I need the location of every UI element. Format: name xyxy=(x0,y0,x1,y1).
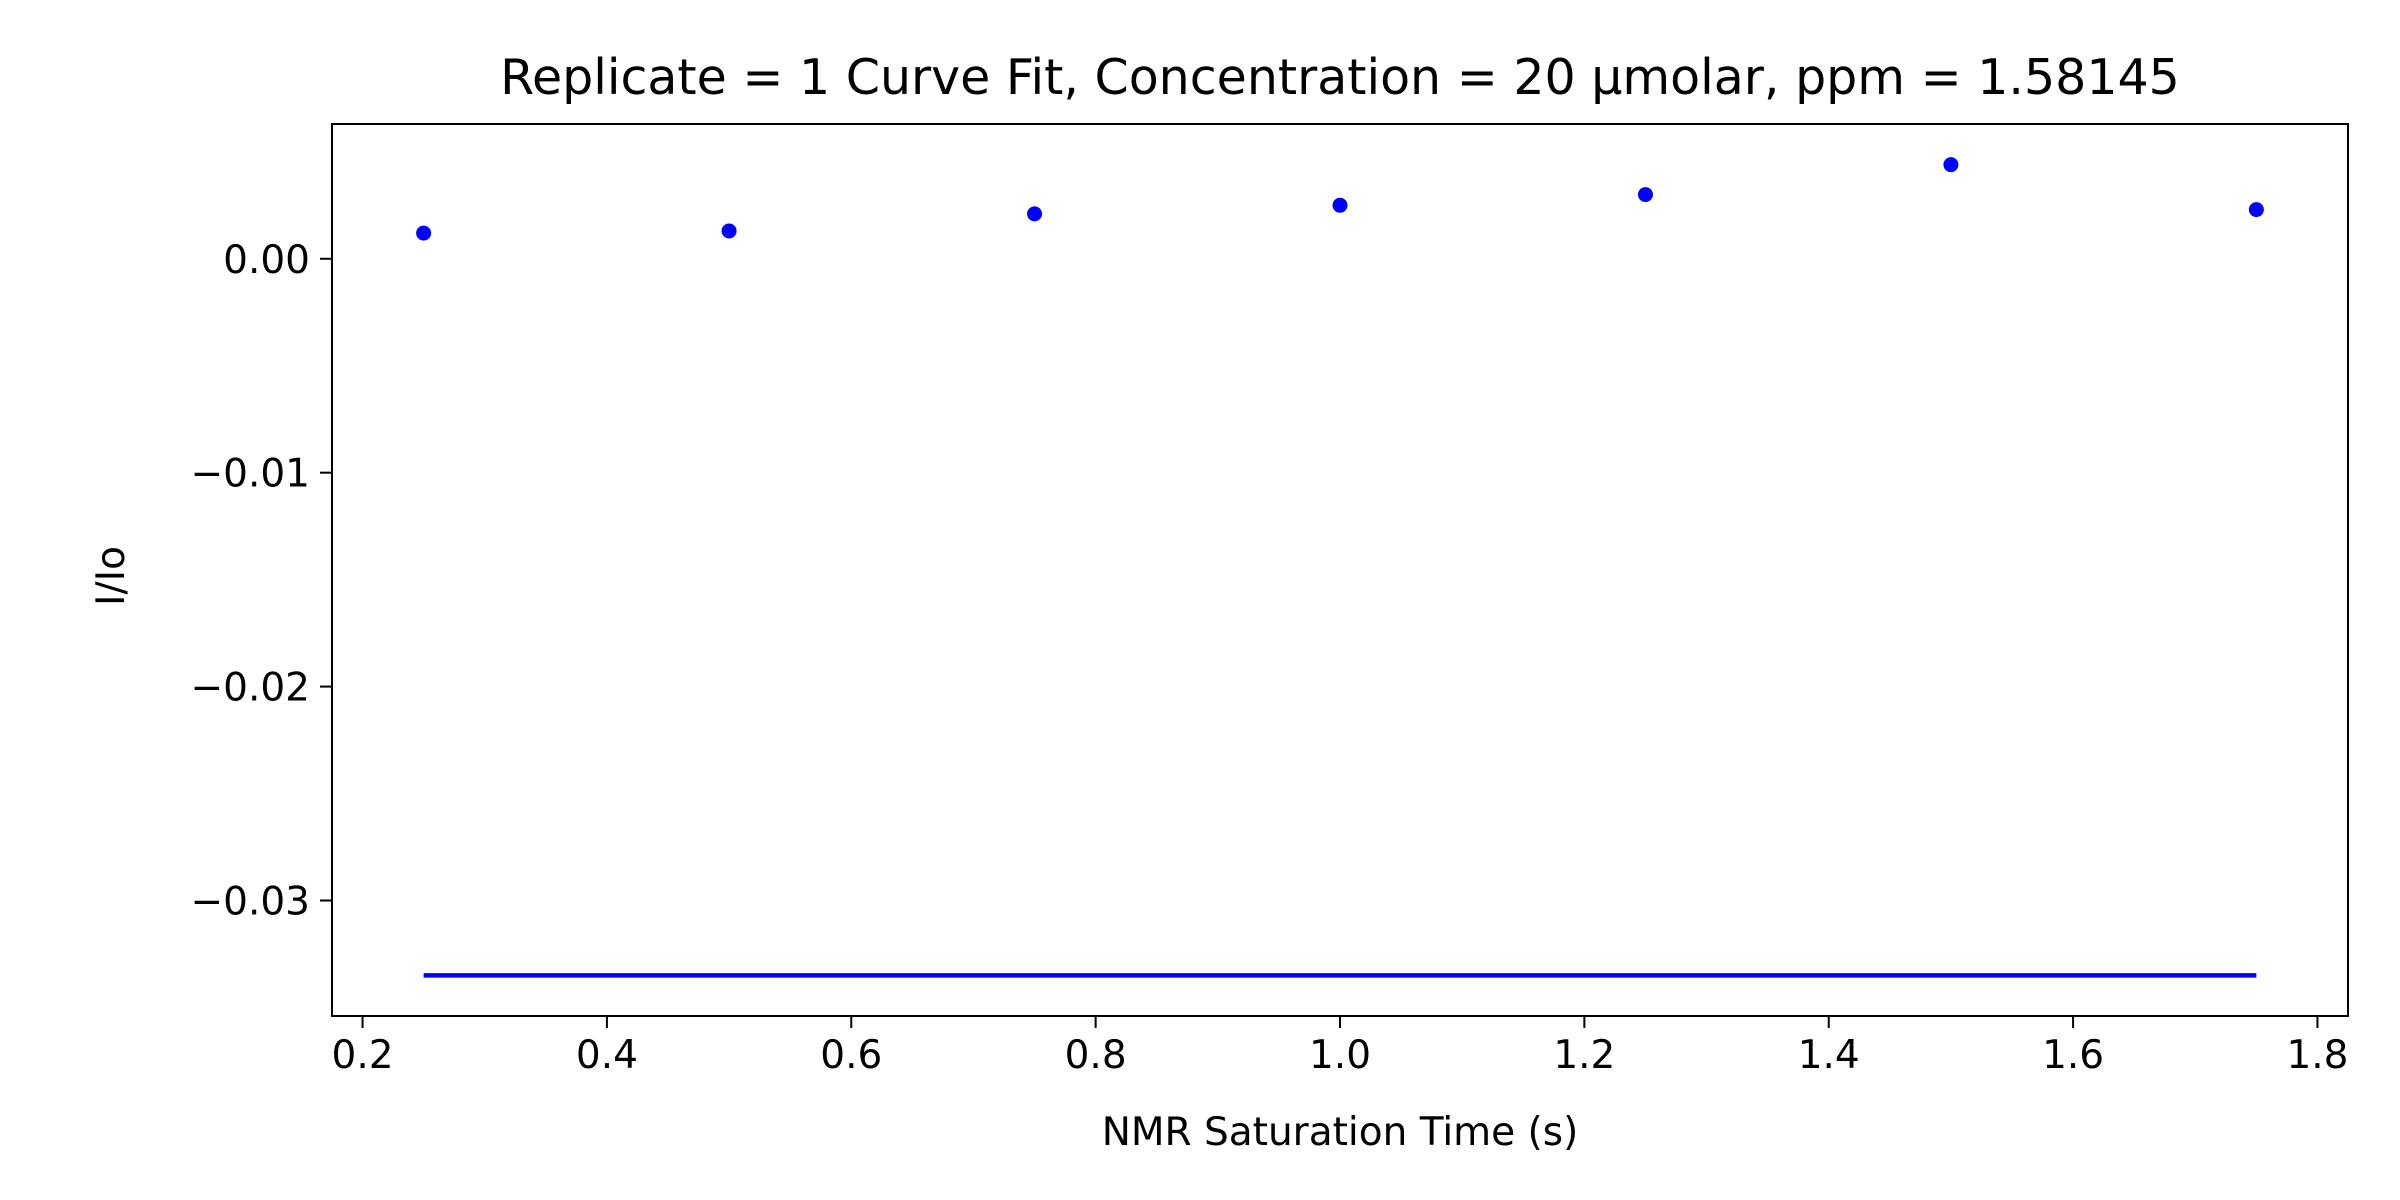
data-point xyxy=(1332,197,1348,213)
data-point xyxy=(1637,187,1653,203)
x-tick-label: 0.4 xyxy=(576,1033,638,1078)
x-axis-label: NMR Saturation Time (s) xyxy=(1102,1110,1579,1155)
data-point xyxy=(2248,202,2264,218)
x-axis: 0.2 0.4 0.6 0.8 1.0 1.2 1.4 1.6 1.8 xyxy=(332,1016,2348,1078)
chart-title: Replicate = 1 Curve Fit, Concentration =… xyxy=(500,49,2180,106)
y-tick-label: −0.03 xyxy=(190,879,310,924)
y-tick-label: −0.01 xyxy=(190,452,310,497)
data-point xyxy=(1027,206,1043,222)
data-point xyxy=(721,223,737,239)
y-tick-label: −0.02 xyxy=(190,666,310,711)
x-tick-label: 1.0 xyxy=(1309,1033,1371,1078)
x-tick-label: 1.6 xyxy=(2042,1033,2104,1078)
x-tick-label: 0.2 xyxy=(332,1033,394,1078)
y-axis-label: I/Io xyxy=(89,546,134,606)
x-tick-label: 0.8 xyxy=(1065,1033,1127,1078)
x-tick-label: 1.8 xyxy=(2286,1033,2348,1078)
data-point xyxy=(416,225,432,241)
x-tick-label: 1.2 xyxy=(1553,1033,1615,1078)
y-axis: 0.00 −0.01 −0.02 −0.03 xyxy=(190,238,332,924)
plot-area xyxy=(416,157,2264,978)
x-tick-label: 1.4 xyxy=(1798,1033,1860,1078)
y-tick-label: 0.00 xyxy=(223,238,310,283)
plot-frame xyxy=(331,123,2349,1017)
x-tick-label: 0.6 xyxy=(820,1033,882,1078)
data-point xyxy=(1943,157,1959,173)
